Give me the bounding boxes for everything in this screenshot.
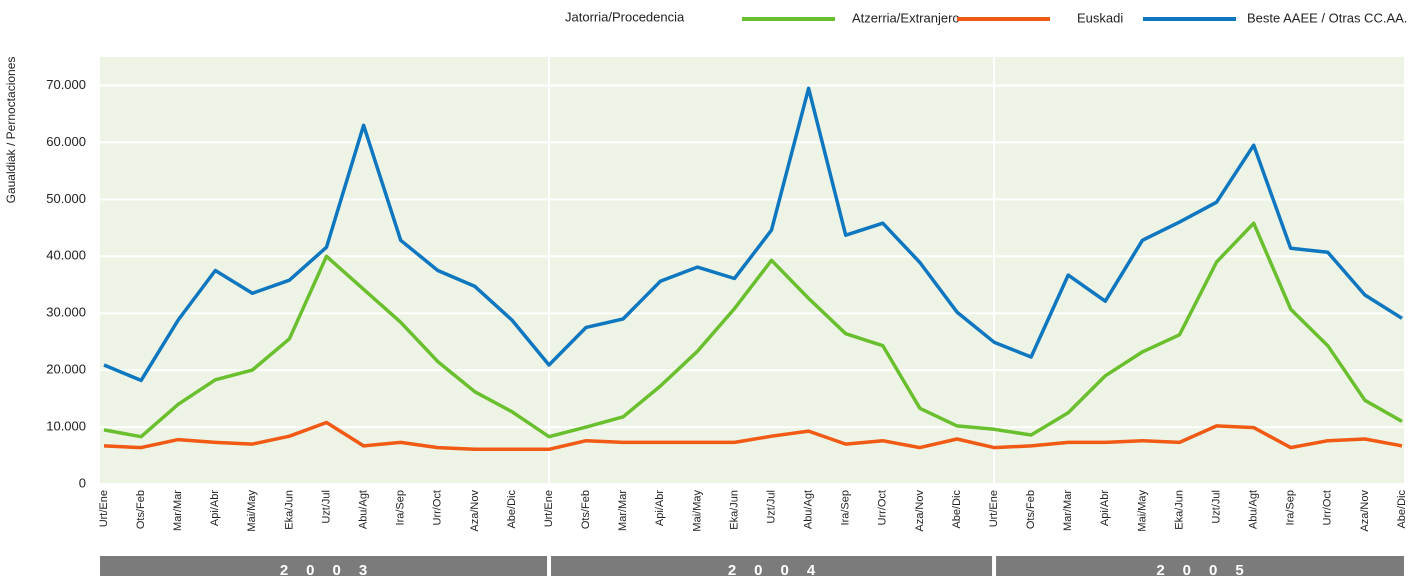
x-tick-label: Aza/Nov — [1359, 490, 1371, 532]
x-tick-label: Ira/Sep — [840, 490, 852, 525]
y-axis-label: Gaualdiak / Pernoctaciones — [4, 57, 18, 204]
year-band — [996, 556, 1404, 576]
x-tick-label: Ots/Feb — [580, 490, 592, 529]
x-tick-label: Ots/Feb — [1025, 490, 1037, 529]
x-tick-label: Urt/Ene — [98, 490, 110, 527]
x-tick-label: Ots/Feb — [135, 490, 147, 529]
legend-label: Atzerria/Extranjero — [852, 10, 960, 25]
x-tick-label: Uzt/Jul — [765, 490, 777, 524]
legend-title: Jatorria/Procedencia — [565, 9, 685, 24]
year-label: 2004 — [728, 562, 833, 576]
x-tick-label: Abu/Agt — [803, 490, 815, 529]
x-tick-label: Mar/Mar — [172, 490, 184, 531]
legend-label: Euskadi — [1077, 10, 1123, 25]
legend-label: Beste AAEE / Otras CC.AA. — [1247, 10, 1407, 25]
y-tick-label: 40.000 — [46, 248, 86, 263]
x-tick-label: Urt/Ene — [543, 490, 555, 527]
y-tick-label: 70.000 — [46, 77, 86, 92]
x-tick-label: Eka/Jun — [728, 490, 740, 530]
x-tick-label: Urt/Ene — [988, 490, 1000, 527]
x-tick-label: Eka/Jun — [1173, 490, 1185, 530]
x-tick-label: Urr/Oct — [877, 490, 889, 525]
x-tick-label: Mai/May — [246, 490, 258, 532]
x-tick-label: Abe/Dic — [506, 490, 518, 529]
series-line — [103, 86, 1403, 383]
x-tick-label: Urr/Oct — [1322, 490, 1334, 525]
y-tick-label: 10.000 — [46, 419, 86, 434]
x-tick-label: Mar/Mar — [617, 490, 629, 531]
year-band — [100, 556, 548, 576]
y-tick-label: 30.000 — [46, 305, 86, 320]
x-tick-label: Abu/Agt — [1248, 490, 1260, 529]
x-tick-label: Uzt/Jul — [1210, 490, 1222, 524]
plot-background — [100, 57, 1404, 484]
y-tick-label: 60.000 — [46, 134, 86, 149]
x-tick-label: Ira/Sep — [395, 490, 407, 525]
y-tick-label: 20.000 — [46, 362, 86, 377]
x-tick-label: Mar/Mar — [1062, 490, 1074, 531]
series-line — [103, 420, 1403, 452]
x-tick-label: Ira/Sep — [1285, 490, 1297, 525]
year-label: 2005 — [1156, 562, 1261, 576]
x-tick-label: Mai/May — [691, 490, 703, 532]
year-label: 2003 — [280, 562, 385, 576]
x-tick-label: Api/Abr — [654, 490, 666, 526]
x-tick-label: Abe/Dic — [1396, 490, 1408, 529]
x-tick-label: Eka/Jun — [283, 490, 295, 530]
x-tick-label: Aza/Nov — [914, 490, 926, 532]
x-tick-label: Api/Abr — [209, 490, 221, 526]
series-line — [103, 221, 1403, 439]
y-tick-label: 50.000 — [46, 191, 86, 206]
x-tick-label: Api/Abr — [1099, 490, 1111, 526]
x-tick-label: Urr/Oct — [432, 490, 444, 525]
x-tick-label: Aza/Nov — [469, 490, 481, 532]
y-tick-label: 0 — [79, 475, 86, 490]
x-tick-label: Uzt/Jul — [320, 490, 332, 524]
x-tick-label: Abu/Agt — [358, 490, 370, 529]
x-tick-label: Abe/Dic — [951, 490, 963, 529]
x-tick-label: Mai/May — [1136, 490, 1148, 532]
year-band — [551, 556, 993, 576]
